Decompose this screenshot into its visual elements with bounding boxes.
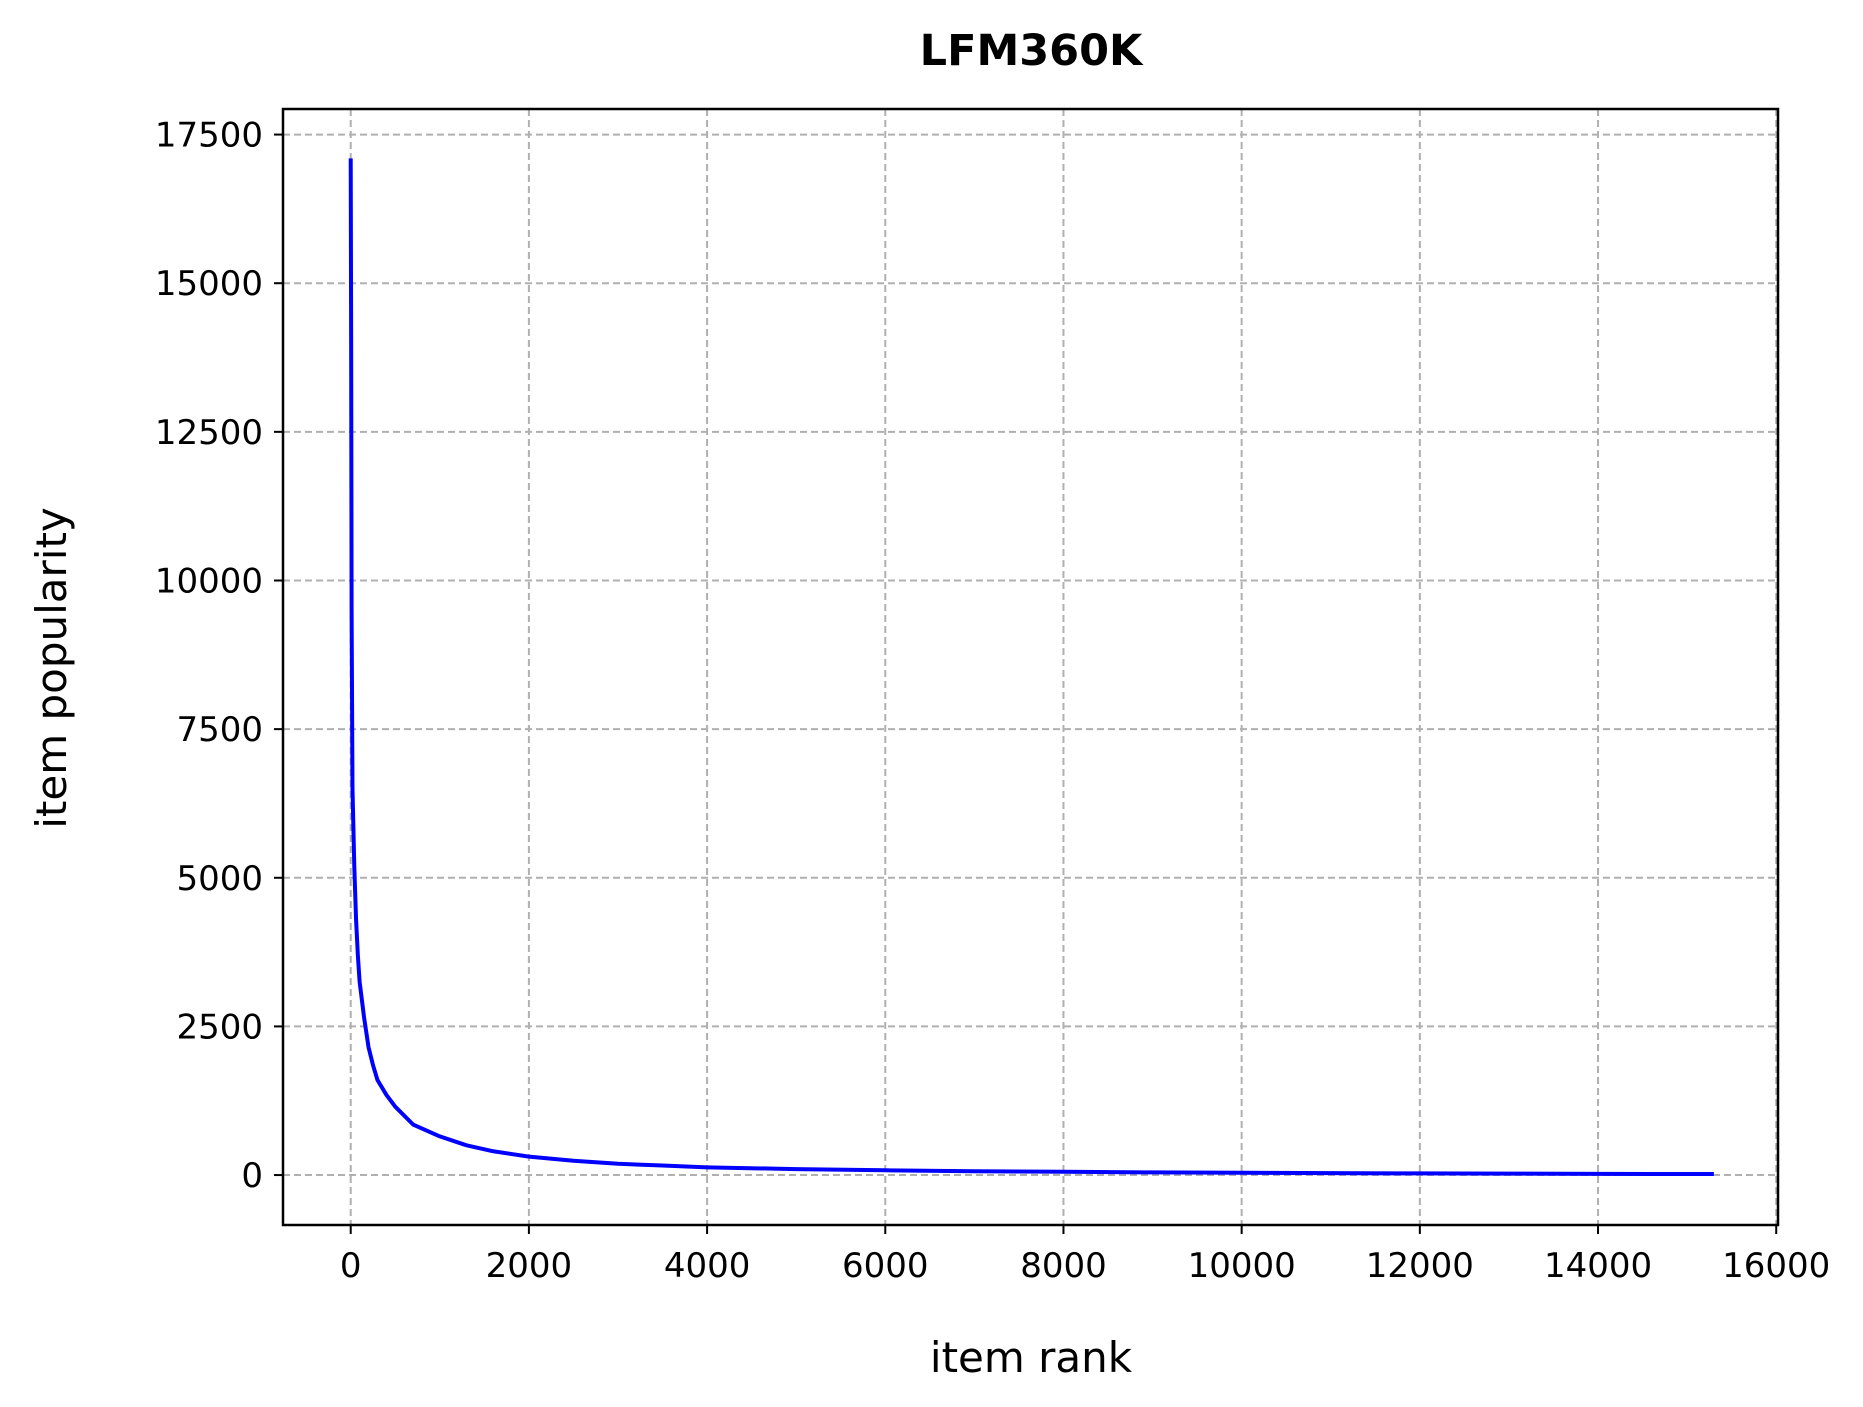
y-axis-ticks: 0 2500 5000 7500 10000 12500 15000 17500 [155, 116, 283, 1196]
y-tick-label: 5000 [176, 859, 263, 899]
y-tick-label: 7500 [176, 710, 263, 750]
y-tick-label: 10000 [155, 561, 263, 601]
x-tick-label: 10000 [1188, 1246, 1296, 1286]
x-tick-label: 16000 [1722, 1246, 1830, 1286]
plot-frame [281, 107, 1780, 1227]
y-tick-label: 2500 [176, 1007, 263, 1047]
x-tick-label: 8000 [1020, 1246, 1107, 1286]
x-axis-ticks: 0 2000 4000 6000 8000 10000 12000 14000 16000 [340, 1225, 1830, 1286]
y-tick-label: 17500 [155, 116, 263, 156]
y-tick-label: 12500 [155, 413, 263, 453]
series-layer [348, 158, 1714, 1177]
x-tick-label: 0 [340, 1246, 362, 1286]
y-tick-label: 0 [241, 1156, 263, 1196]
series-line [348, 158, 1714, 1177]
x-axis-label: item rank [930, 1333, 1133, 1382]
x-tick-label: 12000 [1366, 1246, 1474, 1286]
y-axis-label: item popularity [27, 507, 76, 829]
x-tick-label: 2000 [486, 1246, 573, 1286]
x-tick-label: 14000 [1544, 1246, 1652, 1286]
y-tick-label: 15000 [155, 264, 263, 304]
x-tick-label: 4000 [664, 1246, 751, 1286]
x-tick-label: 6000 [842, 1246, 929, 1286]
chart-title: LFM360K [920, 26, 1144, 76]
